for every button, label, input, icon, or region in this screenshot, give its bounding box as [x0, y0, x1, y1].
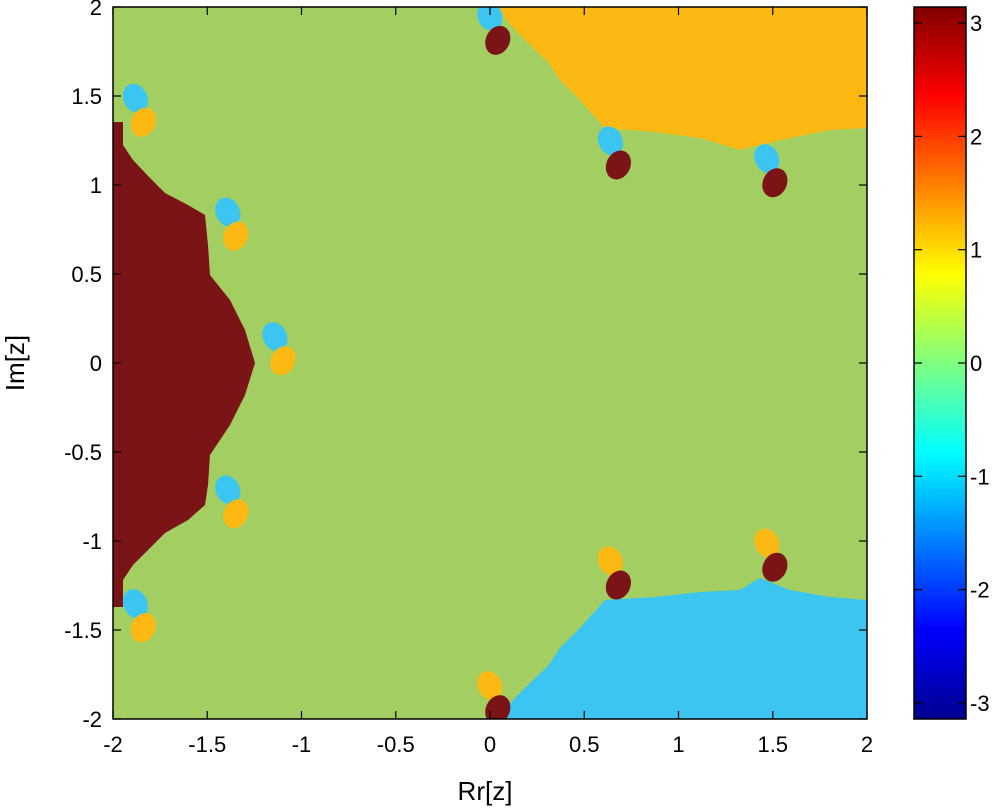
y-tick-label: 1	[90, 173, 102, 198]
left-basin	[113, 122, 255, 607]
petal-lobe	[754, 144, 780, 174]
petal-lobe	[130, 107, 156, 137]
y-tick-label: 1.5	[71, 84, 102, 109]
colorbar-tick-label: 3	[970, 11, 982, 36]
x-tick-label: -2	[103, 732, 123, 757]
petal-lobe	[762, 552, 788, 582]
y-tick-label: -2	[82, 707, 102, 732]
petal-lobe	[485, 25, 511, 55]
colorbar-tick-label: 1	[970, 238, 982, 263]
y-tick-label: 2	[90, 0, 102, 20]
petal-lobe	[262, 322, 288, 352]
colorbar-tick-label: -2	[970, 578, 990, 603]
petal-lobe	[122, 589, 148, 619]
petal-lobe	[130, 613, 156, 643]
x-axis-label: Rr[z]	[458, 776, 513, 806]
colorbar-tick-label: -3	[970, 691, 990, 716]
petal-lobe	[477, 7, 503, 31]
x-tick-label: 0.5	[569, 732, 600, 757]
petal-lobe	[477, 671, 503, 701]
x-tick-label: 1.5	[757, 732, 788, 757]
petal-lobe	[597, 126, 623, 156]
x-tick-label: -1	[292, 732, 312, 757]
petal-lobe	[215, 475, 241, 505]
x-tick-label: 1	[672, 732, 684, 757]
y-tick-label: -0.5	[64, 440, 102, 465]
upper-right-basin	[500, 7, 867, 150]
lower-right-basin	[500, 578, 867, 719]
petal-features	[122, 7, 788, 719]
basin-map	[113, 7, 867, 719]
colorbar-tick-label: -1	[970, 464, 990, 489]
colorbar	[914, 7, 966, 719]
y-tick-label: 0.5	[71, 262, 102, 287]
colorbar-tick-label: 2	[970, 124, 982, 149]
petal-lobe	[122, 83, 148, 113]
petal-lobe	[270, 346, 296, 376]
x-tick-label: 2	[861, 732, 873, 757]
x-tick-label: -0.5	[377, 732, 415, 757]
y-tick-label: -1.5	[64, 618, 102, 643]
petal-lobe	[605, 570, 631, 600]
y-axis: 2 1.5 1 0.5 0 -0.5 -1 -1.5 -2	[64, 0, 867, 732]
x-tick-label: -1.5	[188, 732, 226, 757]
y-tick-label: -1	[82, 529, 102, 554]
petal-lobe	[762, 168, 788, 198]
x-axis: -2 -1.5 -1 -0.5 0 0.5 1 1.5 2	[103, 7, 873, 757]
petal-lobe	[597, 546, 623, 576]
petal-lobe	[754, 528, 780, 558]
petal-lobe	[215, 197, 241, 227]
y-axis-label: Im[z]	[0, 335, 30, 391]
colorbar-tick-label: 0	[970, 351, 982, 376]
colorbar-axis: 3 2 1 0 -1 -2 -3	[914, 11, 990, 716]
petal-lobe	[485, 695, 511, 719]
y-tick-label: 0	[90, 351, 102, 376]
petal-lobe	[223, 499, 249, 529]
petal-lobe	[223, 221, 249, 251]
x-tick-label: 0	[484, 732, 496, 757]
petal-lobe	[605, 150, 631, 180]
